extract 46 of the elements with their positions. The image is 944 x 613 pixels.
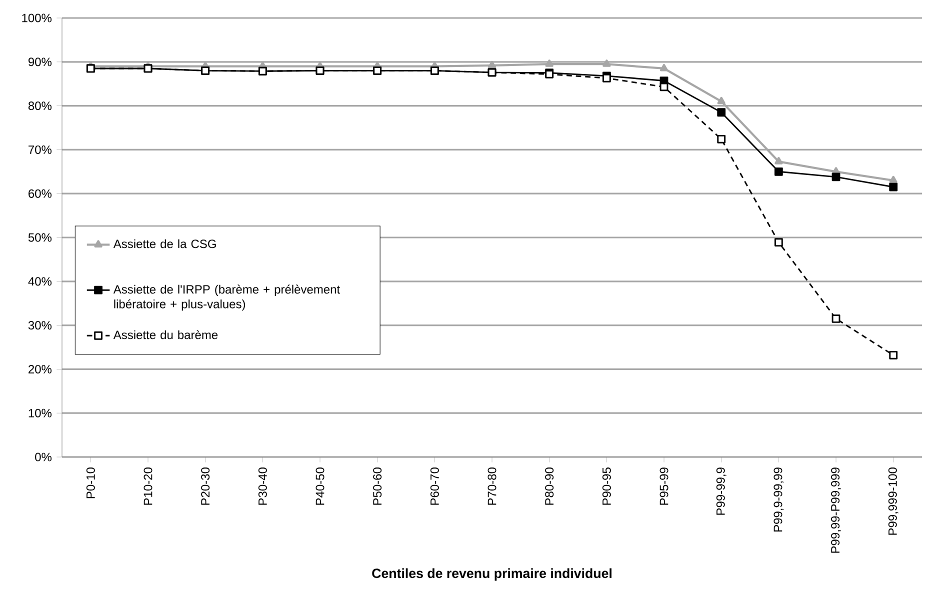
x-tick-label: P95-99 <box>660 468 668 505</box>
point <box>832 314 840 323</box>
point <box>889 182 898 192</box>
legend-label: Assiette de la CSG <box>113 239 216 248</box>
y-tick-label: 80% <box>28 102 52 110</box>
x-tick-label: P80-90 <box>545 468 554 505</box>
x-tick-label: P99,99-P99,999 <box>831 468 841 553</box>
legend-label: Assiette de l'IRPP (barème + prélèvement libératoire + plus-values) <box>113 284 340 311</box>
y-tick-label: 60% <box>28 189 52 198</box>
point <box>545 60 554 67</box>
point <box>774 167 783 176</box>
point <box>889 350 898 360</box>
y-tick-label: 50% <box>28 233 52 242</box>
x-tick-label: P30-40 <box>258 468 267 505</box>
y-tick-label: 30% <box>28 321 52 330</box>
x-tick-label: P99,999-100 <box>888 468 898 535</box>
y-tick-label: 10% <box>28 408 52 418</box>
point <box>889 176 898 184</box>
x-tick-label: P50-60 <box>373 468 382 505</box>
x-tick-label: P60-70 <box>430 468 439 505</box>
point <box>660 64 668 72</box>
x-tick-label: P20-30 <box>201 468 210 505</box>
point <box>717 134 726 144</box>
y-tick-label: 100% <box>22 14 52 22</box>
x-tick-label: P99-99,9 <box>716 468 726 515</box>
x-tick-label: P99,9-99,99 <box>774 468 784 532</box>
point <box>602 60 611 67</box>
point <box>774 238 783 247</box>
y-tick-label: 20% <box>28 364 52 374</box>
x-tick-label: P40-50 <box>316 468 324 505</box>
x-tick-label: P10-20 <box>144 468 152 505</box>
point <box>717 96 726 104</box>
x-axis-title: Centiles de revenu primaire individuel <box>372 568 612 581</box>
x-tick-label: P90-95 <box>602 468 611 505</box>
x-tick-label: P70-80 <box>488 468 496 505</box>
y-tick-label: 40% <box>28 277 52 286</box>
x-tick-label: P0-10 <box>86 468 95 498</box>
legend-label: Assiette du barème <box>113 330 218 340</box>
y-tick-label: 70% <box>28 145 52 154</box>
point <box>660 82 668 92</box>
y-tick-label: 0% <box>35 452 52 462</box>
point <box>774 157 783 164</box>
point <box>488 60 496 68</box>
y-tick-label: 90% <box>28 58 52 66</box>
point <box>717 108 726 117</box>
point <box>832 172 840 182</box>
